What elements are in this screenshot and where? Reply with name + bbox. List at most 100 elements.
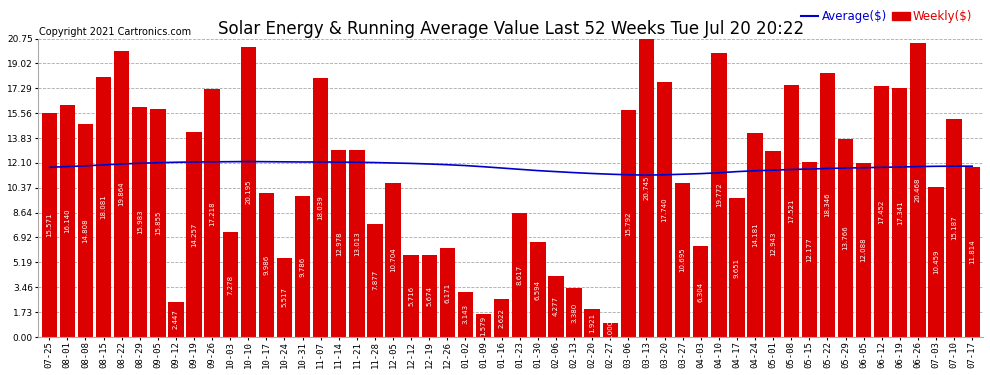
Text: 15.983: 15.983 <box>137 210 143 234</box>
Text: 9.786: 9.786 <box>300 256 306 277</box>
Bar <box>693 246 709 337</box>
Text: 19.772: 19.772 <box>716 183 722 207</box>
Text: 1.921: 1.921 <box>589 313 595 333</box>
Bar <box>548 276 563 337</box>
Bar <box>42 113 56 337</box>
Text: 8.617: 8.617 <box>517 265 523 285</box>
Text: 9.986: 9.986 <box>263 255 269 275</box>
Bar <box>892 88 908 337</box>
Text: 7.877: 7.877 <box>372 270 378 291</box>
Bar <box>96 77 111 337</box>
Bar <box>59 105 75 337</box>
Text: 12.978: 12.978 <box>336 231 342 256</box>
Text: 5.517: 5.517 <box>281 287 287 308</box>
Bar <box>132 107 148 337</box>
Bar <box>367 224 383 337</box>
Text: 3.143: 3.143 <box>462 304 468 324</box>
Bar <box>929 187 943 337</box>
Bar <box>150 109 165 337</box>
Bar <box>531 242 545 337</box>
Bar <box>621 110 636 337</box>
Legend: Average($), Weekly($): Average($), Weekly($) <box>796 6 977 28</box>
Bar <box>385 183 401 337</box>
Text: 12.177: 12.177 <box>806 237 813 262</box>
Bar <box>783 85 799 337</box>
Text: 17.218: 17.218 <box>209 201 215 225</box>
Bar <box>204 89 220 337</box>
Bar <box>765 151 781 337</box>
Text: 15.855: 15.855 <box>154 211 160 235</box>
Text: 15.792: 15.792 <box>626 211 632 236</box>
Text: 18.346: 18.346 <box>825 193 831 217</box>
Bar <box>964 167 980 337</box>
Bar <box>295 196 310 337</box>
Bar <box>838 139 853 337</box>
Text: 17.452: 17.452 <box>879 200 885 224</box>
Text: 4.277: 4.277 <box>553 296 559 316</box>
Text: 14.257: 14.257 <box>191 222 197 247</box>
Bar <box>874 86 889 337</box>
Bar <box>566 288 582 337</box>
Text: 6.594: 6.594 <box>535 280 541 300</box>
Bar <box>476 314 491 337</box>
Text: 20.468: 20.468 <box>915 178 921 202</box>
Bar <box>440 248 455 337</box>
Text: 15.187: 15.187 <box>951 216 957 240</box>
Text: 11.814: 11.814 <box>969 240 975 264</box>
Bar <box>78 124 93 337</box>
Bar <box>820 73 836 337</box>
Bar <box>168 302 183 337</box>
Text: 17.740: 17.740 <box>661 197 667 222</box>
Bar <box>730 198 744 337</box>
Bar <box>349 150 364 337</box>
Bar <box>675 183 690 337</box>
Bar <box>856 163 871 337</box>
Text: 12.943: 12.943 <box>770 232 776 256</box>
Text: 16.140: 16.140 <box>64 209 70 233</box>
Text: 13.766: 13.766 <box>842 226 848 251</box>
Bar <box>114 51 130 337</box>
Bar <box>910 43 926 337</box>
Text: 9.651: 9.651 <box>734 258 740 278</box>
Bar <box>241 46 256 337</box>
Bar <box>711 53 727 337</box>
Text: 15.571: 15.571 <box>47 213 52 237</box>
Bar <box>584 309 600 337</box>
Bar <box>656 82 672 337</box>
Text: 20.745: 20.745 <box>644 176 649 200</box>
Text: 18.039: 18.039 <box>318 195 324 220</box>
Bar <box>258 194 274 337</box>
Text: 6.304: 6.304 <box>698 282 704 302</box>
Text: 10.695: 10.695 <box>680 248 686 272</box>
Text: 20.195: 20.195 <box>246 180 251 204</box>
Text: 5.716: 5.716 <box>408 286 414 306</box>
Text: 10.704: 10.704 <box>390 248 396 272</box>
Bar <box>802 162 817 337</box>
Text: 10.459: 10.459 <box>933 249 939 274</box>
Text: 6.171: 6.171 <box>445 282 450 303</box>
Title: Solar Energy & Running Average Value Last 52 Weeks Tue Jul 20 20:22: Solar Energy & Running Average Value Las… <box>218 20 804 38</box>
Bar <box>639 39 654 337</box>
Bar <box>223 232 238 337</box>
Text: 7.278: 7.278 <box>228 274 234 295</box>
Bar <box>946 118 962 337</box>
Bar <box>186 132 202 337</box>
Text: 18.081: 18.081 <box>101 195 107 219</box>
Bar <box>494 299 510 337</box>
Text: 2.622: 2.622 <box>499 308 505 328</box>
Bar <box>422 255 437 337</box>
Bar <box>603 322 618 337</box>
Bar <box>313 78 329 337</box>
Text: 17.341: 17.341 <box>897 200 903 225</box>
Text: 17.521: 17.521 <box>788 199 794 223</box>
Bar <box>404 255 419 337</box>
Text: 19.864: 19.864 <box>119 182 125 207</box>
Text: 14.808: 14.808 <box>82 218 88 243</box>
Text: 3.380: 3.380 <box>571 303 577 323</box>
Bar <box>512 213 528 337</box>
Text: 13.013: 13.013 <box>353 231 360 256</box>
Text: 1.579: 1.579 <box>480 316 486 336</box>
Text: 12.088: 12.088 <box>860 238 866 262</box>
Text: Copyright 2021 Cartronics.com: Copyright 2021 Cartronics.com <box>40 27 191 37</box>
Text: 1.000: 1.000 <box>607 320 613 340</box>
